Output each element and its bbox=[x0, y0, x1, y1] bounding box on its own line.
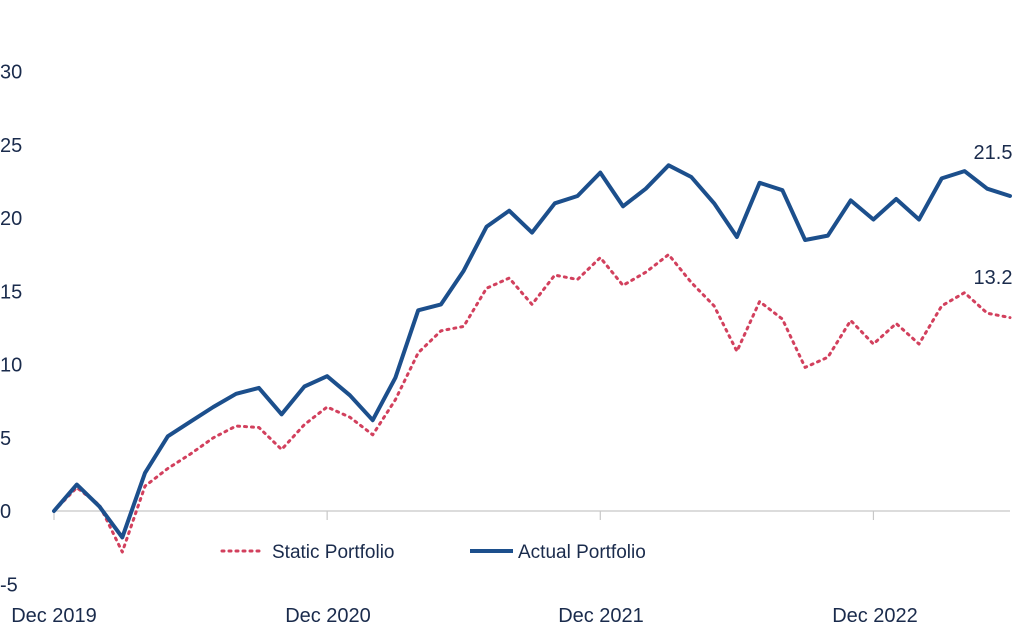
series-line-actual-portfolio bbox=[52, 163, 1012, 540]
y-tick-label: 10 bbox=[0, 355, 22, 377]
y-tick-label: 5 bbox=[0, 428, 11, 450]
y-tick-label: 0 bbox=[0, 501, 11, 523]
end-label-static-portfolio: 13.2 bbox=[974, 267, 1013, 289]
legend: Static Portfolio Actual Portfolio bbox=[220, 542, 646, 563]
series-line-static-portfolio bbox=[52, 253, 1012, 554]
x-tick-label: Dec 2021 bbox=[558, 605, 644, 627]
y-tick-label: 15 bbox=[0, 281, 22, 303]
end-label-actual-portfolio: 21.5 bbox=[974, 142, 1013, 164]
legend-label-actual-portfolio: Actual Portfolio bbox=[518, 542, 646, 563]
x-axis: Dec 2019 Dec 2020 Dec 2021 Dec 2022 bbox=[11, 510, 1010, 627]
y-tick-label: 20 bbox=[0, 208, 22, 230]
y-tick-label: -5 bbox=[0, 574, 18, 596]
y-tick-label: 25 bbox=[0, 135, 22, 157]
legend-label-static-portfolio: Static Portfolio bbox=[272, 542, 395, 563]
end-labels: 13.2 21.5 bbox=[974, 142, 1013, 289]
y-tick-label: 30 bbox=[0, 62, 22, 84]
y-axis-ticks: -5 0 5 10 15 20 25 30 bbox=[0, 62, 22, 597]
x-tick-label: Dec 2019 bbox=[11, 605, 97, 627]
x-tick-label: Dec 2020 bbox=[285, 605, 371, 627]
series-layer bbox=[52, 163, 1012, 554]
x-tick-label: Dec 2022 bbox=[832, 605, 918, 627]
